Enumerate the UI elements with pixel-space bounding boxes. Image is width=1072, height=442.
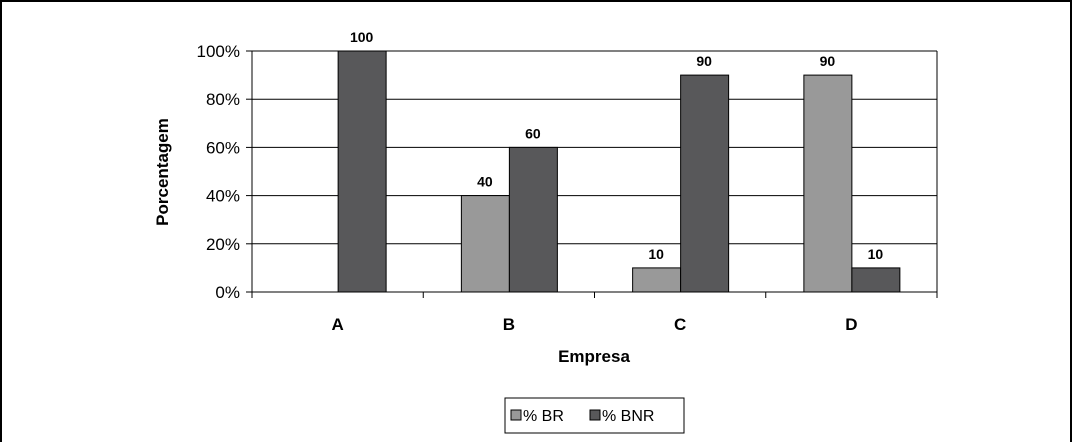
- y-tick-label: 60%: [206, 138, 240, 157]
- y-axis-title: Porcentagem: [153, 118, 172, 226]
- data-label: 100: [350, 29, 374, 45]
- bar-D-bnr: [851, 267, 901, 293]
- x-tick-label: A: [331, 315, 343, 334]
- axes: [251, 50, 938, 293]
- legend-label: % BNR: [602, 408, 654, 425]
- y-tick-label: 100%: [197, 42, 240, 61]
- bar-A-bnr: [337, 50, 387, 293]
- x-tick-label: B: [503, 315, 515, 334]
- x-tick-label: D: [845, 315, 857, 334]
- data-label: 60: [525, 125, 541, 141]
- legend: % BR % BNR: [504, 397, 685, 434]
- bar-C-bnr: [680, 74, 730, 293]
- bar-B-bnr: [508, 146, 558, 293]
- bar-C-br: [632, 267, 682, 293]
- data-label: 90: [696, 53, 712, 69]
- y-tick-label: 80%: [206, 90, 240, 109]
- bar-D-br: [803, 74, 853, 293]
- data-label: 90: [820, 53, 836, 69]
- data-label: 40: [477, 174, 493, 190]
- legend-label: % BR: [523, 408, 564, 425]
- y-tick-label: 0%: [215, 283, 240, 302]
- x-axis-title: Empresa: [558, 347, 630, 366]
- x-tick-label: C: [674, 315, 686, 334]
- bars: [337, 50, 901, 293]
- y-axis-ticks: 0% 20% 40% 60% 80% 100%: [197, 42, 252, 302]
- bar-B-br: [460, 195, 510, 293]
- legend-swatch: [510, 409, 522, 421]
- legend-swatch: [589, 409, 601, 421]
- y-tick-label: 40%: [206, 187, 240, 206]
- data-label: 10: [648, 246, 664, 262]
- data-labels: 100 40 60 10 90 90 10: [350, 29, 883, 262]
- data-label: 10: [868, 246, 884, 262]
- x-axis-categories: A B C D: [251, 292, 938, 334]
- y-tick-label: 20%: [206, 235, 240, 254]
